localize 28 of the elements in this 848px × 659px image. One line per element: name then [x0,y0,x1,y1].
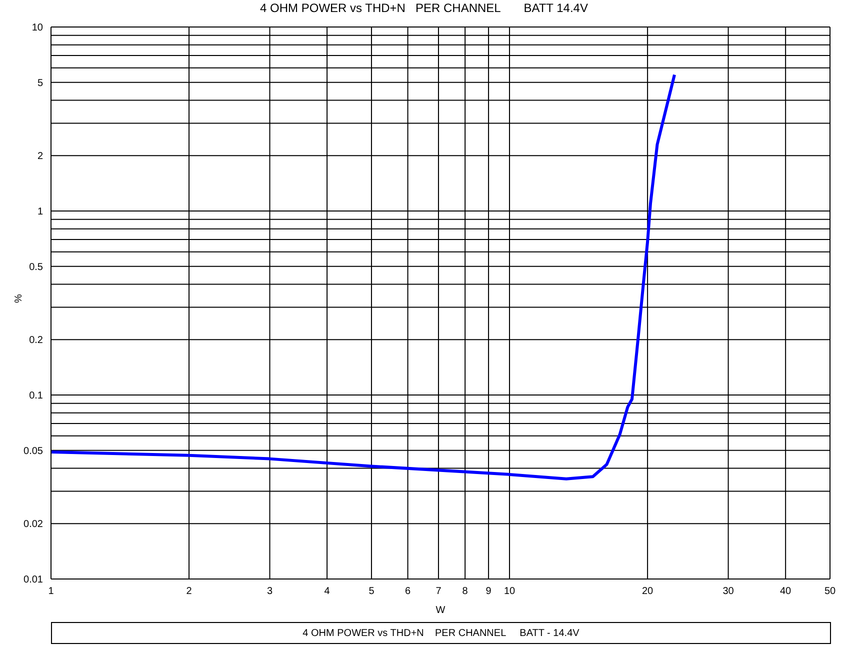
x-tick-label: 10 [504,586,516,598]
x-tick-label: 4 [324,586,330,598]
chart-title: 4 OHM POWER vs THD+N PER CHANNEL BATT 14.4V [259,1,589,15]
x-tick-label: 3 [266,586,273,598]
text: 4 OHM POWER vs THD+N PER CHANNEL BATT - 14.4V [302,628,580,638]
y-tick-label: 0.5 [29,262,44,273]
y-tick-label: 0.01 [24,574,44,586]
x-tick-label: 30 [722,586,734,598]
x-tick-label: 8 [462,586,468,598]
y-axis-title: % [14,294,25,303]
y-tick-label: 10 [32,22,44,34]
x-tick-label: 40 [780,586,792,598]
y-tick-label: 1 [37,206,44,218]
y-tick-label: 0.1 [29,390,44,402]
x-tick-label: 2 [186,586,192,598]
x-tick-label: 20 [642,586,654,598]
y-tick-label: 0.2 [29,335,44,346]
x-tick-label: 1 [48,586,54,598]
y-tick-label: 5 [37,78,44,89]
x-tick-label: 9 [486,586,492,598]
y-tick-label: 0.02 [24,519,44,530]
x-tick-label: 5 [368,586,375,598]
x-tick-label: 6 [405,586,412,598]
x-tick-label: 50 [824,586,836,598]
y-tick-label: 2 [37,151,44,162]
x-tick-label: 7 [436,586,442,598]
y-tick-label: 0.05 [24,446,44,457]
x-axis-title: W [436,605,446,616]
